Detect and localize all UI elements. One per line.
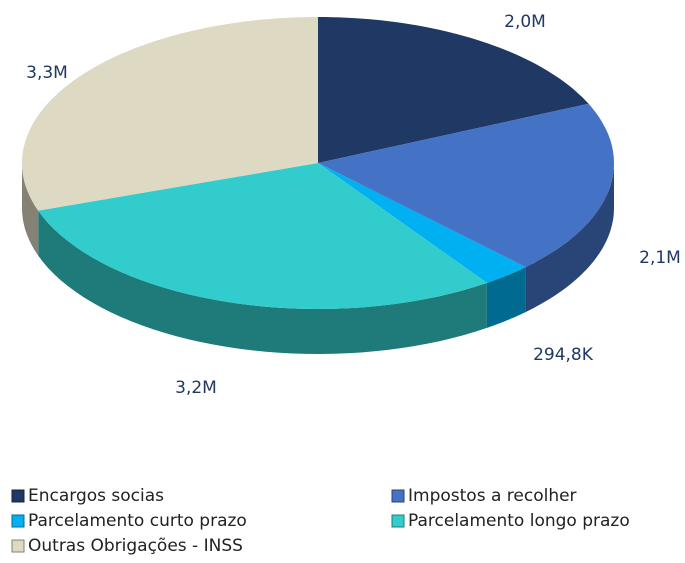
- legend-label: Encargos socias: [28, 486, 164, 506]
- pie-side: [38, 210, 487, 354]
- legend-swatch: [391, 489, 405, 503]
- data-label: 294,8K: [533, 345, 594, 365]
- pie-side: [525, 163, 614, 313]
- pie-slice: [318, 103, 614, 268]
- pie-slice: [38, 163, 487, 309]
- pie-side: [22, 163, 39, 256]
- data-label: 3,2M: [175, 378, 217, 398]
- pie-side: [486, 267, 526, 328]
- legend-label: Outras Obrigações - INSS: [28, 536, 243, 556]
- pie-slice: [318, 163, 526, 283]
- data-label: 3,3M: [26, 63, 68, 83]
- pie-slice: [22, 17, 318, 211]
- legend-label: Parcelamento curto prazo: [28, 511, 247, 531]
- data-label: 2,1M: [639, 248, 681, 268]
- legend-label: Impostos a recolher: [408, 486, 577, 506]
- legend-swatch: [11, 489, 25, 503]
- legend-swatch: [11, 539, 25, 553]
- data-label: 2,0M: [504, 12, 546, 32]
- legend-label: Parcelamento longo prazo: [408, 511, 630, 531]
- legend-swatch: [11, 514, 25, 528]
- pie-slice: [318, 17, 589, 163]
- legend-swatch: [391, 514, 405, 528]
